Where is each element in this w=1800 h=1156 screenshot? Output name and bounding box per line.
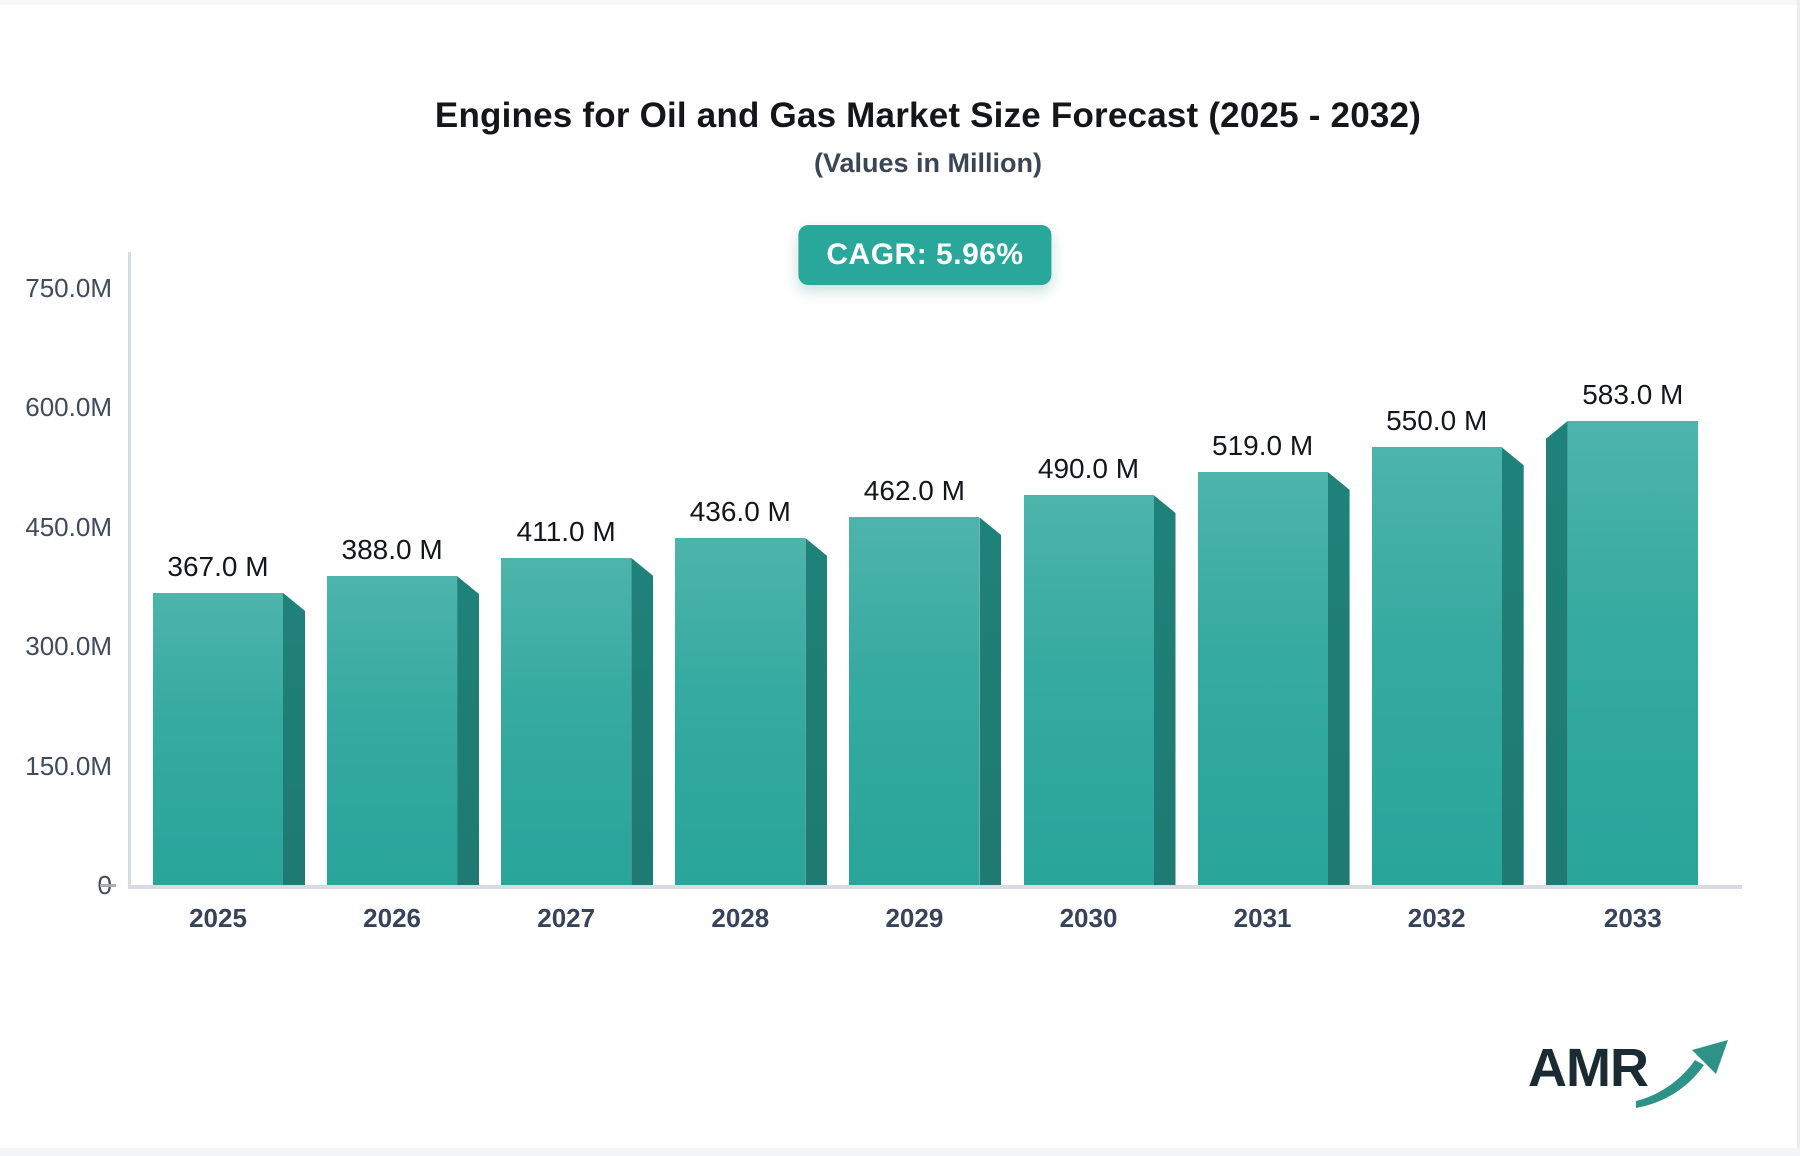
bar-2031[interactable] (1197, 471, 1350, 885)
bar-face-2027 (501, 557, 632, 885)
y-axis-tick-label: 600.0M (25, 392, 112, 423)
bar-face-2028 (675, 537, 806, 885)
right-edge-border (1797, 0, 1800, 1156)
bar-2025[interactable] (153, 592, 305, 885)
y-axis-tick-label: 0 (2, 872, 112, 898)
x-axis-tick-label: 2030 (1059, 903, 1118, 933)
bar-face-2031 (1197, 471, 1328, 885)
bottom-edge-strip (0, 1148, 1800, 1156)
x-axis-tick-label: 2025 (189, 903, 247, 933)
bar-value-label: 462.0 M (863, 475, 965, 507)
bar-face-2026 (327, 576, 458, 885)
bar-face-2032 (1371, 447, 1502, 885)
x-axis-tick-label: 2032 (1407, 903, 1466, 933)
logo-text: AMR (1528, 1038, 1649, 1098)
bar-2028[interactable] (675, 537, 828, 885)
bar-2029[interactable] (849, 517, 1002, 885)
bar-face-2033 (1567, 420, 1698, 885)
bar-3d-side-2026 (457, 576, 480, 885)
y-axis-line (128, 252, 131, 888)
x-axis-tick-label: 2031 (1233, 903, 1292, 933)
bar-3d-side-2030 (1153, 494, 1176, 885)
bar-value-label: 388.0 M (341, 534, 443, 566)
bar-value-label: 519.0 M (1212, 429, 1314, 461)
bar-3d-side-2029 (979, 517, 1002, 885)
x-axis-tick-label: 2027 (537, 903, 596, 933)
bar-2030[interactable] (1023, 494, 1176, 885)
zero-tick-mark (100, 884, 116, 887)
x-axis-tick-label: 2033 (1603, 903, 1662, 933)
x-axis-tick-label: 2028 (711, 903, 770, 933)
bar-value-label: 490.0 M (1037, 452, 1140, 484)
bar-face-2029 (849, 517, 980, 885)
bar-value-label: 367.0 M (167, 550, 269, 582)
bar-3d-side-2028 (805, 537, 828, 885)
bar-value-label: 583.0 M (1582, 378, 1684, 410)
trend-up-arrow-icon (1634, 1036, 1730, 1121)
bar-value-label: 550.0 M (1386, 405, 1488, 437)
bar-2033[interactable] (1545, 420, 1698, 885)
x-axis-tick-label: 2029 (885, 903, 944, 933)
bar-2032[interactable] (1371, 447, 1524, 885)
bar-face-2030 (1023, 494, 1154, 885)
bar-2026[interactable] (327, 576, 480, 885)
page-title: Engines for Oil and Gas Market Size Fore… (434, 96, 1422, 135)
bar-3d-side-2033 (1545, 420, 1568, 885)
brand-logo: AMR (1528, 1038, 1730, 1121)
cagr-badge: CAGR: 5.96% (798, 225, 1052, 285)
top-edge-strip (0, 0, 1800, 5)
y-axis-tick-label: 750.0M (25, 273, 112, 303)
bar-3d-side-2025 (283, 592, 305, 885)
x-axis-baseline (128, 885, 1742, 889)
y-axis-tick-label: 150.0M (25, 750, 112, 781)
bar-face-2025 (153, 592, 283, 885)
y-axis-tick-label: 450.0M (25, 511, 112, 542)
bar-3d-side-2032 (1501, 447, 1524, 885)
bar-value-label: 436.0 M (689, 495, 791, 527)
bar-2027[interactable] (501, 557, 654, 885)
x-axis-tick-label: 2026 (363, 903, 422, 933)
bar-3d-side-2031 (1327, 471, 1350, 885)
page-subtitle: (Values in Million) (813, 148, 1043, 178)
bar-3d-side-2027 (631, 557, 654, 885)
y-axis-tick-label: 300.0M (25, 631, 112, 662)
bar-value-label: 411.0 M (516, 515, 616, 547)
